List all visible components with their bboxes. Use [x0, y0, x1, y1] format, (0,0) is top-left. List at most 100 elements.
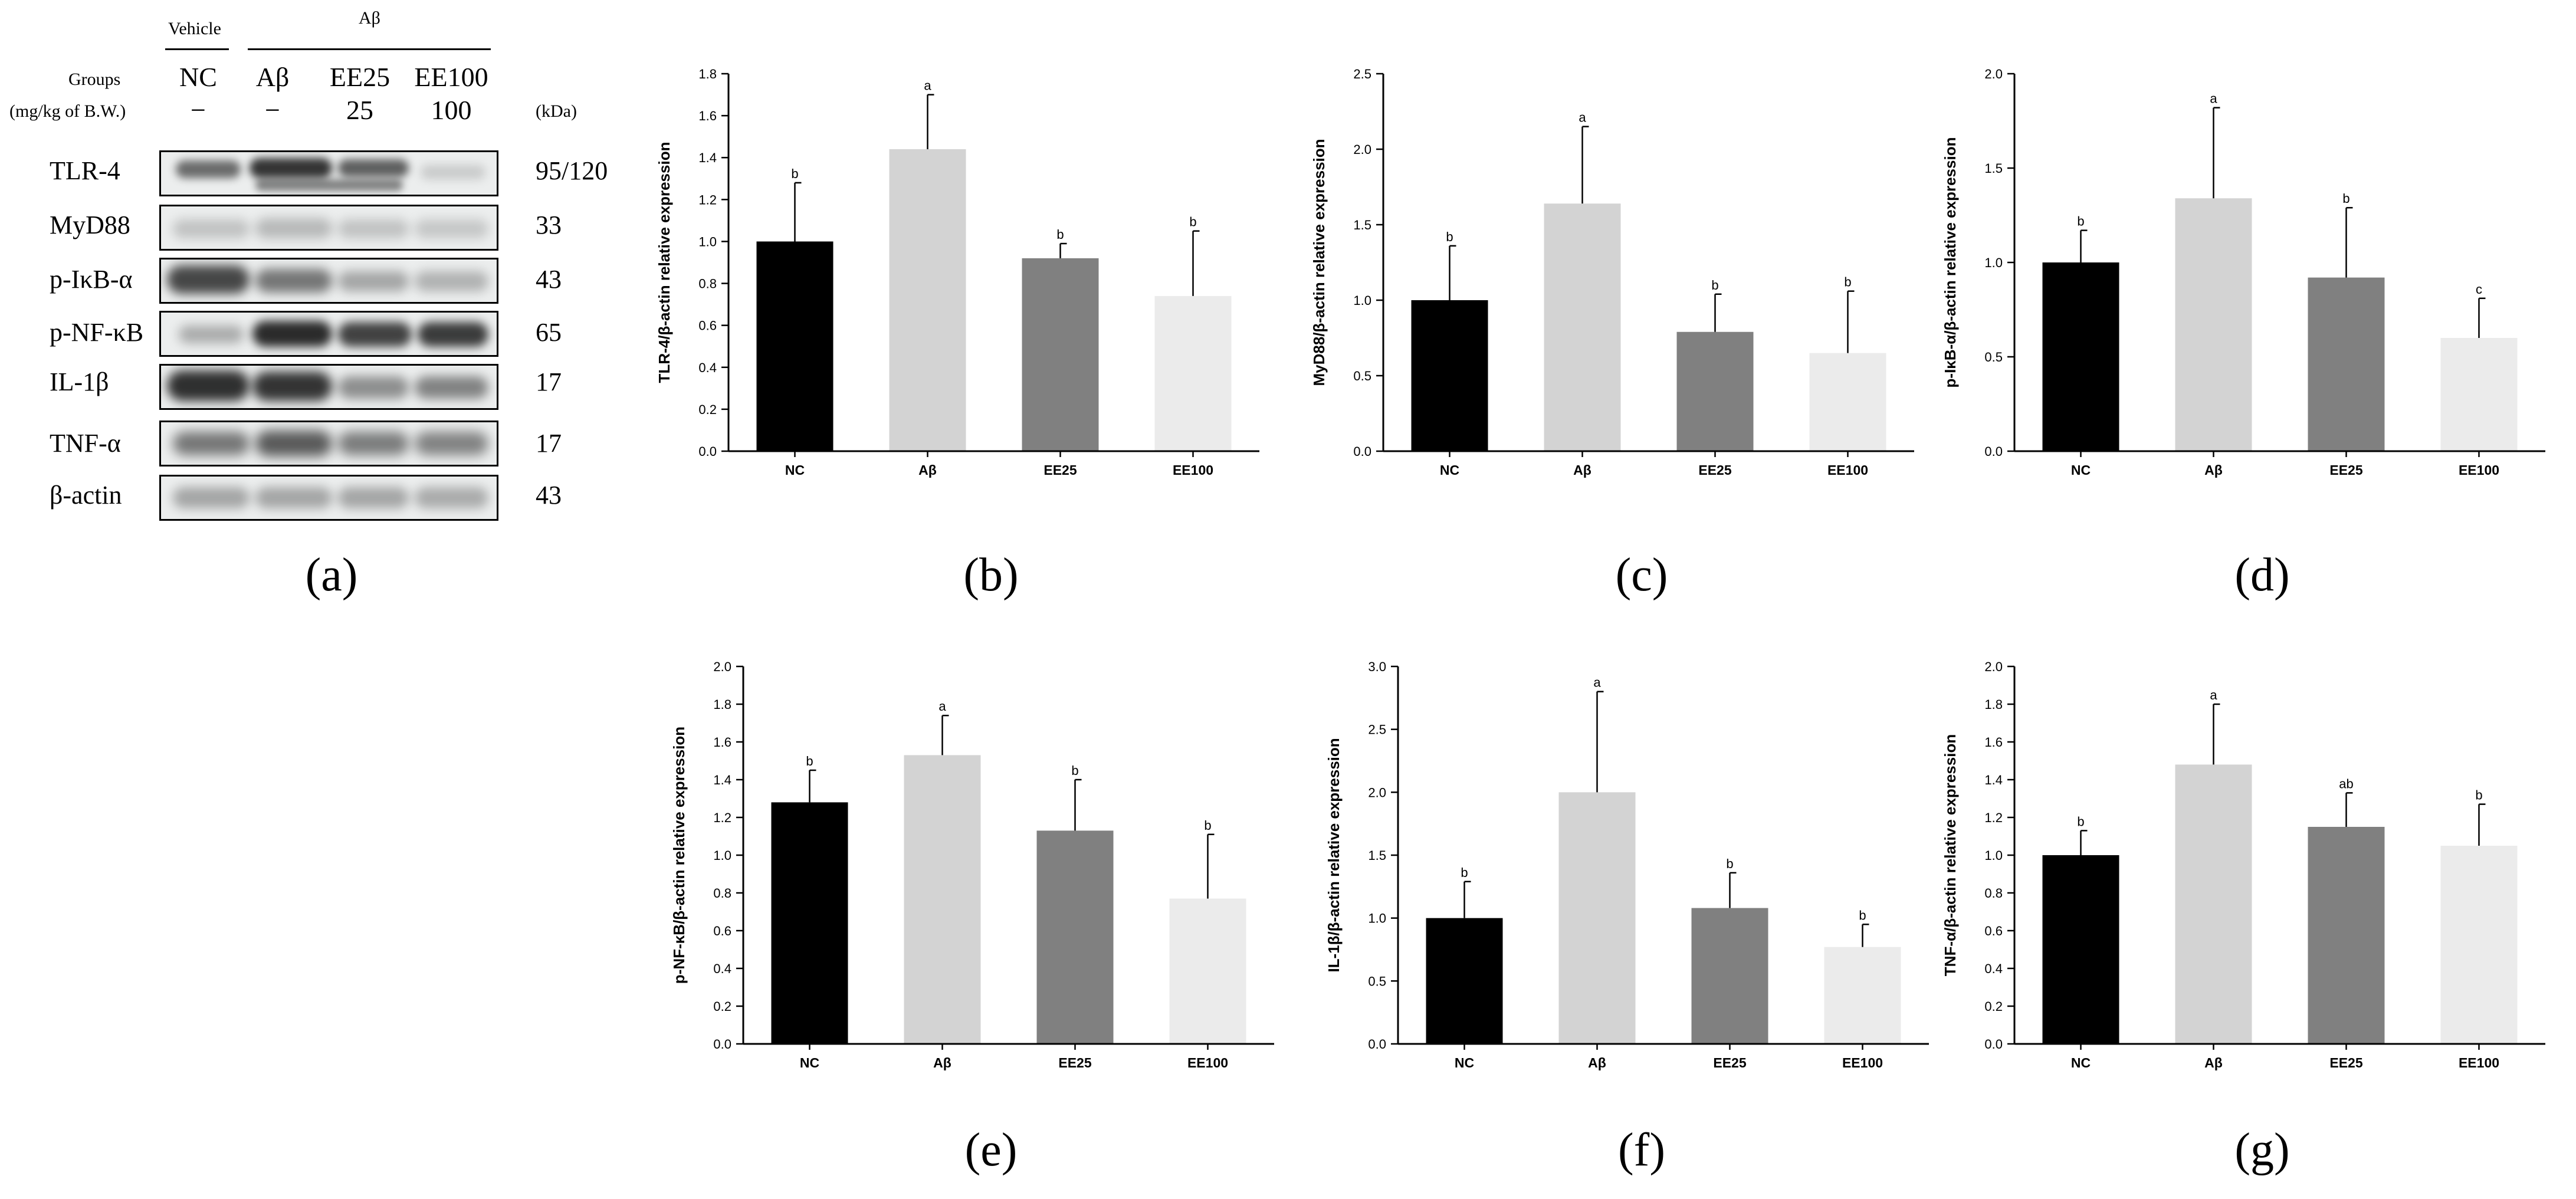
- x-tick-label: NC: [785, 462, 805, 478]
- y-tick-label: 1.2: [1984, 810, 2003, 825]
- significance-letter: a: [1579, 110, 1586, 125]
- bar: [2042, 855, 2119, 1044]
- protein-label-bactin: β-actin: [50, 481, 122, 510]
- significance-letter: ab: [2339, 776, 2353, 791]
- significance-letter: b: [806, 754, 813, 768]
- significance-letter: b: [1056, 227, 1064, 242]
- significance-letter: a: [2210, 688, 2217, 702]
- bar: [1426, 918, 1503, 1044]
- y-tick-label: 0.0: [713, 1037, 731, 1052]
- significance-letter: a: [938, 699, 946, 714]
- x-tick-label: EE100: [1173, 462, 1213, 478]
- y-tick-label: 0.0: [1353, 444, 1371, 459]
- x-tick-label: EE100: [2459, 462, 2499, 478]
- lane-label-ee25: EE25: [329, 62, 390, 92]
- protein-label-il1b: IL-1β: [50, 367, 109, 396]
- y-tick-label: 3.0: [1368, 659, 1386, 674]
- y-tick-label: 1.0: [1353, 293, 1371, 308]
- protein-label-tnfa: TNF-α: [50, 429, 121, 458]
- y-axis-label: p-NF-κB/β-actin relative expression: [670, 727, 688, 984]
- y-tick-label: 1.5: [1353, 218, 1371, 232]
- x-tick-label: EE100: [1842, 1055, 1883, 1070]
- y-tick-label: 0.4: [713, 961, 731, 976]
- bar: [1558, 792, 1636, 1044]
- blot-strip-il1b: [159, 364, 498, 410]
- bar: [1169, 898, 1246, 1044]
- dose-label: (mg/kg of B.W.): [9, 101, 126, 121]
- caption-g: (g): [2234, 1124, 2290, 1176]
- y-tick-label: 0.0: [698, 444, 717, 459]
- x-tick-label: NC: [800, 1055, 819, 1070]
- y-tick-label: 0.0: [1984, 444, 2003, 459]
- y-tick-label: 1.5: [1984, 161, 2003, 176]
- y-tick-label: 0.5: [1353, 369, 1371, 383]
- y-tick-label: 2.0: [1353, 142, 1371, 157]
- blot-strip-bactin: [159, 475, 498, 521]
- y-tick-label: 1.0: [1984, 255, 2003, 270]
- y-tick-label: 1.8: [698, 67, 717, 81]
- y-tick-label: 1.6: [698, 109, 717, 123]
- caption-e: (e): [964, 1124, 1018, 1176]
- y-tick-label: 0.5: [1984, 350, 2003, 364]
- blot-strip-pnfkb: [159, 311, 498, 357]
- kda-bactin: 43: [536, 481, 562, 510]
- bar: [1411, 300, 1488, 451]
- y-tick-label: 0.0: [1984, 1037, 2003, 1052]
- y-axis-label: IL-1β/β-actin relative expression: [1325, 738, 1343, 972]
- blot-strip-tnfa: [159, 421, 498, 467]
- y-tick-label: 0.6: [1984, 924, 2003, 938]
- kda-header: (kDa): [536, 101, 577, 121]
- vehicle-header: Vehicle: [168, 19, 221, 38]
- bar: [1154, 295, 1232, 451]
- x-tick-label: EE25: [1713, 1055, 1746, 1070]
- y-tick-label: 0.8: [1984, 886, 2003, 901]
- y-tick-label: 1.6: [1984, 735, 2003, 750]
- significance-letter: b: [1071, 763, 1078, 778]
- bar: [2308, 827, 2385, 1044]
- bar: [1824, 947, 1901, 1044]
- kda-il1b: 17: [536, 367, 562, 396]
- blot-strip-myd88: [159, 205, 498, 251]
- significance-letter: b: [1189, 215, 1196, 229]
- bar: [1022, 258, 1099, 451]
- bar: [771, 802, 848, 1044]
- dose-ee100: 100: [431, 95, 472, 125]
- y-axis-label: TLR-4/β-actin relative expression: [655, 142, 673, 383]
- bar: [2440, 338, 2518, 451]
- significance-letter: c: [2476, 282, 2482, 297]
- bar: [756, 241, 833, 451]
- protein-label-pikba: p-IκB-α: [50, 265, 133, 294]
- x-tick-label: NC: [1455, 1055, 1474, 1070]
- chart-c-myd88: 0.0 0.5 1.0 1.5 2.0 2.5 b NC a Aβ b EE25 b EE100 MyD88…: [1310, 67, 1914, 478]
- significance-letter: b: [1461, 865, 1468, 880]
- x-tick-label: Aβ: [918, 462, 937, 478]
- x-tick-label: EE100: [2459, 1055, 2499, 1070]
- bar: [2308, 277, 2385, 451]
- significance-letter: b: [1844, 275, 1851, 290]
- significance-letter: b: [2077, 814, 2084, 829]
- y-tick-label: 0.2: [1984, 999, 2003, 1014]
- bar: [1809, 353, 1886, 451]
- y-tick-label: 0.2: [698, 402, 717, 417]
- caption-a: (a): [305, 549, 358, 601]
- bar: [1676, 331, 1754, 451]
- chart-b-tlr4: 0.0 0.2 0.4 0.6 0.8 1.0 1.2 1.4 1.6 1.8 b NC a Aβ b EE2…: [655, 67, 1259, 478]
- x-tick-label: NC: [1440, 462, 1459, 478]
- abeta-header: Aβ: [359, 8, 380, 28]
- y-axis-label: TNF-α/β-actin relative expression: [1941, 734, 1959, 976]
- y-tick-label: 1.4: [713, 773, 731, 787]
- y-tick-label: 2.5: [1353, 67, 1371, 81]
- y-tick-label: 2.0: [1368, 785, 1386, 800]
- groups-label: Groups: [68, 70, 121, 89]
- bar: [1544, 203, 1621, 451]
- significance-letter: b: [2475, 788, 2482, 803]
- kda-tlr4: 95/120: [536, 156, 608, 185]
- protein-label-tlr4: TLR-4: [50, 156, 120, 185]
- chart-g-tnfa: 0.0 0.2 0.4 0.6 0.8 1.0 1.2 1.4 1.6 1.8 2.0 b NC a Aβ a…: [1941, 659, 2545, 1070]
- y-tick-label: 2.0: [713, 659, 731, 674]
- abeta-underline: [248, 48, 491, 50]
- chart-e-pnfkb: 0.0 0.2 0.4 0.6 0.8 1.0 1.2 1.4 1.6 1.8 2.0 b NC a Aβ b…: [670, 659, 1274, 1070]
- y-tick-label: 1.2: [698, 192, 717, 207]
- significance-letter: a: [924, 78, 931, 93]
